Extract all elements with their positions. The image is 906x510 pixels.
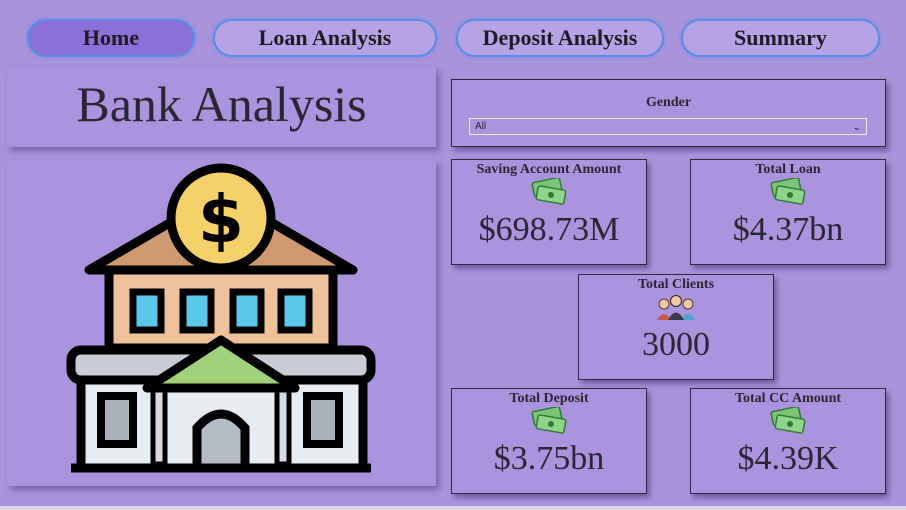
- total-clients-card: Total Clients 3000: [578, 274, 774, 380]
- money-icon: [452, 177, 646, 209]
- gender-label: Gender: [645, 95, 692, 110]
- loan-analysis-button[interactable]: Loan Analysis: [213, 19, 437, 57]
- money-icon: [691, 177, 885, 209]
- page-title: Bank Analysis: [76, 76, 367, 132]
- total-cc-amount-card: Total CC Amount $4.39K: [690, 388, 886, 494]
- total-clients-label: Total Clients: [637, 277, 715, 292]
- total-deposit-card: Total Deposit $3.75bn: [451, 388, 647, 494]
- saving-account-value: $698.73M: [478, 211, 620, 248]
- bank-image-panel: $: [7, 160, 436, 486]
- title-panel: Bank Analysis: [7, 67, 436, 147]
- money-icon: [452, 406, 646, 438]
- total-loan-label: Total Loan: [755, 162, 821, 177]
- total-loan-value: $4.37bn: [732, 211, 844, 248]
- svg-text:$: $: [198, 181, 244, 258]
- bank-building-icon: $: [66, 163, 376, 473]
- total-cc-amount-value: $4.39K: [737, 440, 839, 477]
- chevron-down-icon: ⌄: [852, 122, 861, 133]
- summary-button[interactable]: Summary: [681, 19, 880, 57]
- money-icon: [691, 406, 885, 438]
- total-deposit-label: Total Deposit: [509, 391, 589, 406]
- page-tabs-strip: [0, 506, 906, 510]
- saving-account-card: Saving Account Amount $698.73M: [451, 159, 647, 265]
- gender-dropdown[interactable]: All ⌄: [469, 118, 867, 135]
- total-loan-card: Total Loan $4.37bn: [690, 159, 886, 265]
- deposit-analysis-button[interactable]: Deposit Analysis: [456, 19, 664, 57]
- home-button[interactable]: Home: [27, 19, 195, 57]
- total-clients-value: 3000: [642, 326, 710, 363]
- saving-account-label: Saving Account Amount: [476, 162, 622, 177]
- people-icon: [579, 292, 773, 324]
- total-deposit-value: $3.75bn: [493, 440, 605, 477]
- total-cc-amount-label: Total CC Amount: [734, 391, 842, 406]
- gender-slicer: Gender All ⌄: [451, 79, 886, 147]
- gender-dropdown-value: All: [475, 121, 487, 132]
